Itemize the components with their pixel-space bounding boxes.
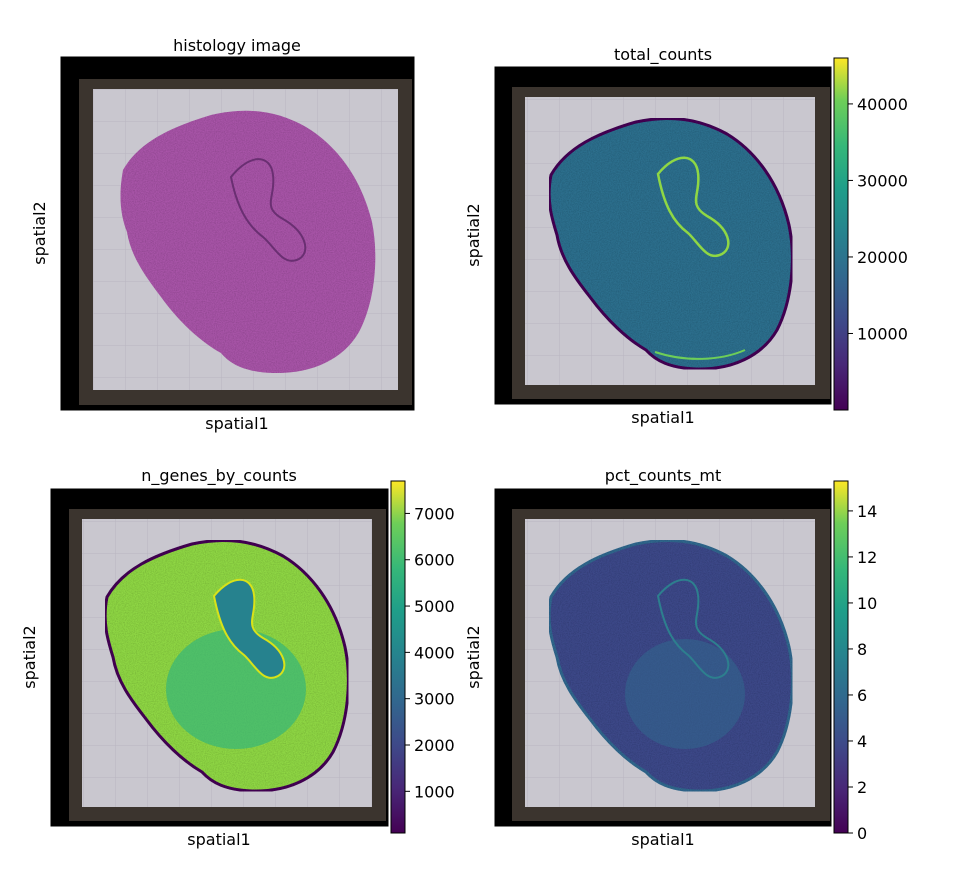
panel-title: pct_counts_mt [605,466,722,486]
colorbar-tick-label: 2 [857,778,867,797]
colorbar-tick-label: 6000 [414,551,455,570]
colorbar-tick-label: 7000 [414,504,455,523]
panel-total-counts: total_counts spatial1 spatial2 [464,45,832,427]
colorbar-tick-label: 1000 [414,782,455,801]
panel-title: histology image [173,36,301,55]
hippocampus-outline [229,158,307,262]
colorbar-tick-label: 5000 [414,597,455,616]
colorbar-gradient [390,480,406,834]
y-axis-label: spatial2 [20,625,39,688]
colorbar-tick-label: 3000 [414,690,455,709]
inner-region [625,639,745,749]
colorbar-tick-label: 4 [857,732,867,751]
x-axis-label: spatial1 [631,408,694,427]
colorbar-tick-label: 4000 [414,643,455,662]
colorbar-tick-label: 6 [857,686,867,705]
colorbar-tick-label: 10 [857,594,877,613]
colorbar-tick-label: 10000 [857,324,908,343]
x-axis-label: spatial1 [631,830,694,849]
hippocampus-signal [656,578,730,679]
colorbar-tick-label: 12 [857,548,877,567]
panel-title: n_genes_by_counts [141,466,297,486]
colorbar-n-genes-by-counts: 1000 2000 3000 4000 5000 6000 7000 [390,480,455,834]
tissue-section [120,110,376,374]
panel-histology: histology image spatial1 spatial2 [30,36,415,433]
panel-n-genes-by-counts: n_genes_by_counts spatial1 spatial2 [20,466,389,849]
colorbar-tick-label: 30000 [857,171,908,190]
panel-title: total_counts [614,45,712,65]
colorbar-tick-label: 2000 [414,736,455,755]
colorbar-gradient [833,57,849,411]
colorbar-tick-label: 40000 [857,95,908,114]
y-axis-label: spatial2 [464,625,483,688]
x-axis-label: spatial1 [187,830,250,849]
colorbar-tick-label: 0 [857,824,867,843]
x-axis-label: spatial1 [205,414,268,433]
y-axis-label: spatial2 [30,201,49,264]
hippocampus-signal [212,578,286,679]
hippocampus-signal [656,156,730,258]
colorbar-gradient [833,480,849,834]
colorbar-tick-label: 20000 [857,248,908,267]
colorbar-pct-counts-mt: 0 2 4 6 8 10 12 14 [833,480,877,843]
edge-signal [654,349,746,360]
colorbar-tick-label: 8 [857,640,867,659]
tissue-heatmap [547,116,794,371]
y-axis-label: spatial2 [464,203,483,266]
colorbar-total-counts: 10000 20000 30000 40000 [833,57,908,411]
panel-pct-counts-mt: pct_counts_mt spatial1 spatial2 [464,466,832,849]
colorbar-tick-label: 14 [857,502,877,521]
